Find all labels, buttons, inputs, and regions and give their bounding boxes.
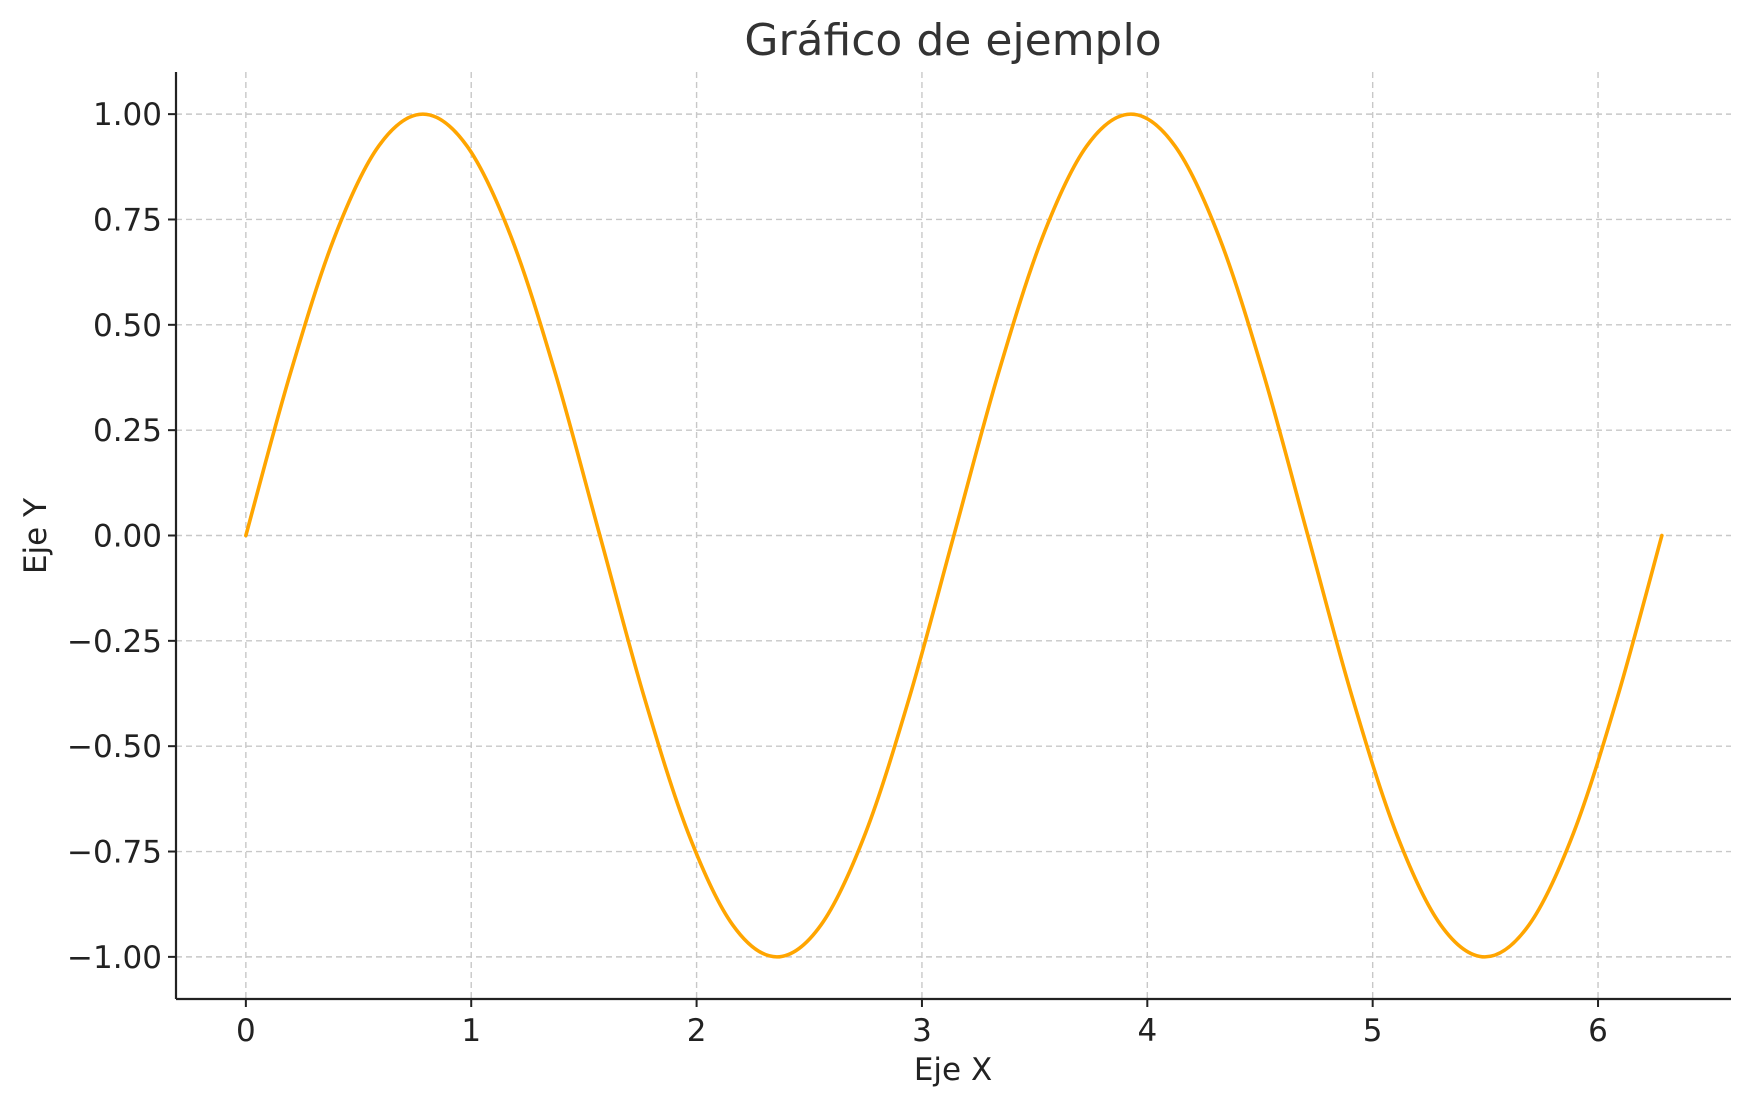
x-tick-label: 3 xyxy=(912,1013,932,1049)
x-tick-label: 5 xyxy=(1363,1013,1383,1049)
y-tick-label: 0.25 xyxy=(93,413,162,449)
y-axis-label: Eje Y xyxy=(18,498,54,574)
y-tick-label: −0.75 xyxy=(67,835,162,871)
x-tick-label: 6 xyxy=(1588,1013,1608,1049)
y-tick-label: −0.25 xyxy=(67,624,162,660)
series-group xyxy=(244,112,1664,959)
y-tick-label: −0.50 xyxy=(67,729,162,765)
x-ticks: 0 1 2 3 4 5 6 xyxy=(236,999,1608,1049)
x-axis-label: Eje X xyxy=(914,1052,992,1088)
grid-lines xyxy=(176,72,1731,999)
x-tick-label: 2 xyxy=(687,1013,707,1049)
y-tick-label: 0.50 xyxy=(93,308,162,344)
y-tick-label: 1.00 xyxy=(93,97,162,133)
x-tick-label: 0 xyxy=(236,1013,256,1049)
y-ticks: 1.00 0.75 0.50 0.25 0.00 −0.25 −0.50 −0.75 −1.00 xyxy=(67,97,176,976)
x-tick-label: 1 xyxy=(461,1013,481,1049)
y-tick-label: −1.00 xyxy=(67,940,162,976)
chart-title: Gráfico de ejemplo xyxy=(744,15,1161,66)
x-tick-label: 4 xyxy=(1137,1013,1157,1049)
y-tick-label: 0.75 xyxy=(93,202,162,238)
series-line xyxy=(244,112,1664,959)
y-tick-label: 0.00 xyxy=(93,519,162,555)
